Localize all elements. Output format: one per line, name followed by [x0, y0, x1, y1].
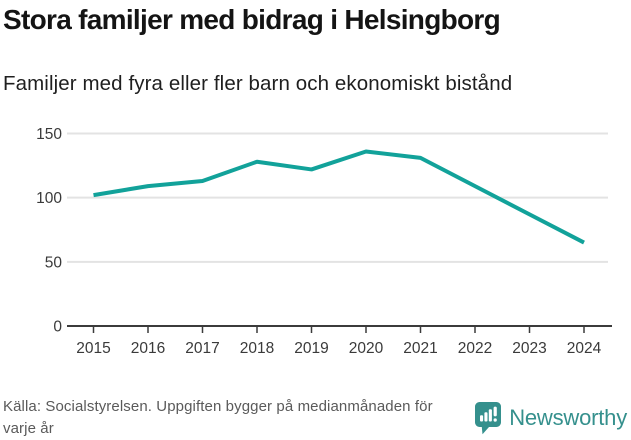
- source-note: Källa: Socialstyrelsen. Uppgiften bygger…: [3, 398, 433, 437]
- line-chart: 0 50 100 150 2015 2016 2017 2018 2019 2020 2021 202…: [36, 126, 612, 357]
- x-tick-label: 2023: [512, 340, 546, 357]
- y-tick-label: 150: [36, 126, 62, 143]
- x-tick-label: 2016: [131, 340, 165, 357]
- data-line: [93, 149, 585, 245]
- x-tick-label: 2021: [403, 340, 437, 357]
- x-tick-label: 2024: [567, 340, 602, 357]
- footer: Källa: Socialstyrelsen. Uppgiften bygger…: [3, 396, 627, 440]
- chart-subtitle: Familjer med fyra eller fler barn och ek…: [3, 72, 513, 95]
- x-tick-label: 2020: [349, 340, 384, 357]
- y-tick-label: 50: [45, 254, 63, 271]
- x-tick-label: 2015: [76, 340, 110, 357]
- x-tick-label: 2019: [294, 340, 328, 357]
- y-tick-label: 0: [53, 319, 62, 336]
- newsworthy-bar-chart-bubble-icon: [475, 402, 502, 435]
- x-tick-label: 2018: [240, 340, 274, 357]
- x-tick-label: 2022: [458, 340, 492, 357]
- x-tick-label: 2017: [185, 340, 219, 357]
- chart-title: Stora familjer med bidrag i Helsingborg: [3, 4, 501, 35]
- newsworthy-logo: Newsworthy: [474, 401, 627, 435]
- newsworthy-wordmark: Newsworthy: [509, 405, 627, 430]
- y-tick-label: 100: [36, 190, 62, 207]
